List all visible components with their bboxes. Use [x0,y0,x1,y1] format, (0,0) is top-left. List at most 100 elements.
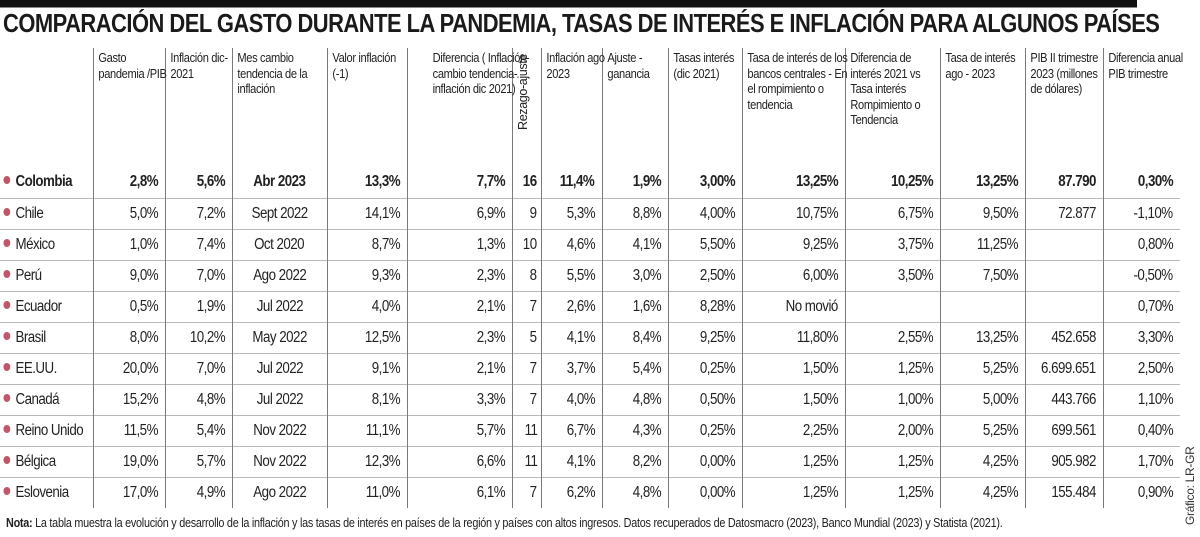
data-cell: 155.484 [1024,477,1103,508]
data-cell: 6,9% [406,198,512,230]
data-cell: Jul 2022 [231,291,327,323]
data-cell [939,291,1025,323]
data-cell: 10,75% [741,198,845,230]
header-inflacion-ago-2023: Inflación ago 2023 [540,48,605,166]
header-diferencia-interes: Diferencia de interés 2021 vs Tasa inter… [844,48,940,166]
bullet-dot-icon [3,176,11,184]
header-pib-ii-trimestre: PIB II trimestre 2023 (millones de dólar… [1024,48,1103,166]
table-row: Colombia 2,8% 5,6% Abr 2023 13,3% 7,7% 16 11,4%… [0,166,1180,199]
data-cell: 0,50% [667,384,742,416]
data-cell: 8,28% [667,291,742,323]
header-tasas-interes-dic-2021: Tasas interés (dic 2021) [667,48,742,166]
data-cell: 6,00% [741,260,845,292]
data-cell: 2,3% [406,260,512,292]
data-cell: 4,25% [939,446,1025,478]
data-cell: 699.561 [1024,415,1103,447]
comparison-table: Gasto pandemia /PIB Inflación dic-2021 M… [0,48,1183,508]
data-cell: 8,7% [326,229,407,261]
data-cell: 0,5% [92,291,165,323]
data-cell [1024,291,1103,323]
data-cell: 5,6% [164,166,232,199]
bullet-dot-icon [3,456,11,464]
country-name: Eslovenia [15,484,69,501]
country-cell: Bélgica [0,446,93,478]
data-cell: 9,3% [326,260,407,292]
data-cell: Ago 2022 [231,260,327,292]
data-cell: 11,5% [92,415,165,447]
data-cell: 1,25% [844,477,940,508]
data-cell: 13,25% [939,322,1025,354]
data-cell: Jul 2022 [231,353,327,385]
data-cell: 14,1% [326,198,407,230]
data-cell: 2,00% [844,415,940,447]
top-rule [0,0,1137,7]
data-cell: 4,3% [601,415,668,447]
country-cell: Perú [0,260,93,292]
data-cell: 11,80% [741,322,845,354]
data-cell: 8,1% [326,384,407,416]
data-cell: 11,4% [540,166,602,199]
data-cell: 4,8% [164,384,232,416]
data-cell: 7 [511,384,541,416]
data-cell: 20,0% [92,353,165,385]
data-cell: 12,3% [326,446,407,478]
table-row: Reino Unido 11,5% 5,4% Nov 2022 11,1% 5,7% 11 6… [0,415,1180,447]
data-cell: 5,00% [939,384,1025,416]
data-cell: 2,25% [741,415,845,447]
header-tasa-interes-ago-2023: Tasa de interés ago - 2023 [939,48,1025,166]
data-cell: 2,50% [667,260,742,292]
data-cell: 7 [511,477,541,508]
data-cell: 1,10% [1102,384,1180,416]
data-cell: 0,25% [667,353,742,385]
top-rule-thin [0,7,1137,8]
data-cell: 11 [511,446,541,478]
data-cell: 2,55% [844,322,940,354]
table-row: Eslovenia 17,0% 4,9% Ago 2022 11,0% 6,1% 7 6,2%… [0,477,1180,508]
data-cell: 905.982 [1024,446,1103,478]
data-cell: 3,7% [540,353,602,385]
data-cell: Jul 2022 [231,384,327,416]
country-cell: Canadá [0,384,93,416]
data-cell: 2,1% [406,291,512,323]
data-cell: 7,0% [164,260,232,292]
header-inflacion-dic-2021: Inflación dic-2021 [164,48,232,166]
data-cell: 5,25% [939,415,1025,447]
data-cell: 9,25% [667,322,742,354]
bullet-dot-icon [3,301,11,309]
bullet-dot-icon [3,208,11,216]
table-title: COMPARACIÓN DEL GASTO DURANTE LA PANDEMI… [3,10,1160,38]
data-cell: 72.877 [1024,198,1103,230]
table-row: México 1,0% 7,4% Oct 2020 8,7% 1,3% 10 4,6% 4,1%… [0,229,1180,261]
data-cell: 2,50% [1102,353,1180,385]
data-cell: 443.766 [1024,384,1103,416]
data-cell: 13,25% [741,166,845,199]
data-cell: 1,50% [741,353,845,385]
footnote-text: La tabla muestra la evolución y desarrol… [32,516,1003,530]
table-row: Ecuador 0,5% 1,9% Jul 2022 4,0% 2,1% 7 2,6% 1,6%… [0,291,1180,323]
data-cell: 452.658 [1024,322,1103,354]
data-cell: 6,2% [540,477,602,508]
data-cell: 2,3% [406,322,512,354]
data-cell: 9,0% [92,260,165,292]
data-cell: 10 [511,229,541,261]
country-cell: EE.UU. [0,353,93,385]
data-cell: 4,1% [601,229,668,261]
data-cell: 4,0% [540,384,602,416]
data-cell: 7 [511,353,541,385]
data-cell: 7,0% [164,353,232,385]
data-cell: 11,1% [326,415,407,447]
data-cell: 0,90% [1102,477,1180,508]
data-cell: 3,00% [667,166,742,199]
country-name: Chile [15,205,44,222]
data-cell: 8 [511,260,541,292]
data-cell: 17,0% [92,477,165,508]
data-cell: 6.699.651 [1024,353,1103,385]
data-cell: 0,40% [1102,415,1180,447]
data-cell: Oct 2020 [231,229,327,261]
table-row: EE.UU. 20,0% 7,0% Jul 2022 9,1% 2,1% 7 3,7% 5,4%… [0,353,1180,385]
bullet-dot-icon [3,425,11,433]
table-row: Brasil 8,0% 10,2% May 2022 12,5% 2,3% 5 4,1% 8,4… [0,322,1180,354]
header-row: Gasto pandemia /PIB Inflación dic-2021 M… [0,48,1183,166]
data-cell: 1,25% [741,477,845,508]
data-cell: 5,5% [540,260,602,292]
